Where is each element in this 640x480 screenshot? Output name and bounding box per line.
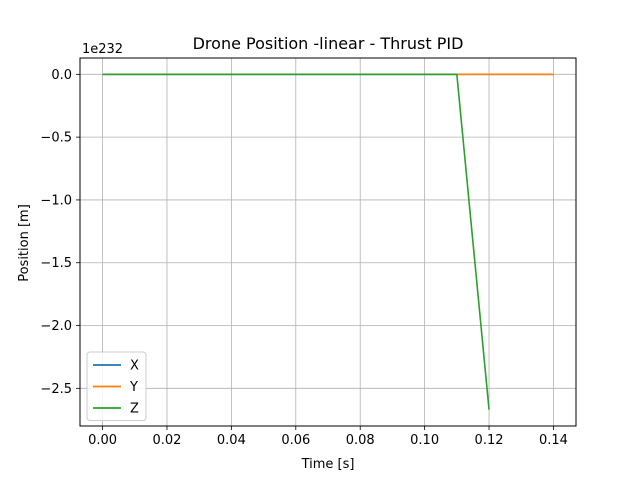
x-tick-label: 0.08: [346, 433, 375, 448]
x-tick-label: 0.10: [410, 433, 439, 448]
plot-frame: [79, 57, 577, 427]
x-tick-label: 0.02: [152, 433, 181, 448]
y-tick-label: 0.0: [51, 68, 72, 83]
y-axis-label: Position [m]: [17, 204, 32, 282]
y-axis-offset-text: 1e232: [82, 42, 123, 57]
legend: XYZ: [86, 351, 147, 421]
tick-layer: 0.00 0.02 0.04 0.06 0.08 0.10 0.12 0.14 0.0 −0.5 −…: [40, 68, 568, 448]
legend-label: Y: [129, 380, 138, 395]
y-tick-label: −1.0: [40, 193, 72, 208]
x-axis-label: Time [s]: [301, 457, 355, 472]
series-layer: [102, 73, 554, 410]
legend-label: X: [130, 359, 139, 374]
x-tick-label: 0.14: [539, 433, 568, 448]
y-tick-label: −1.5: [40, 256, 72, 271]
series-line-z: [102, 73, 490, 410]
y-tick-label: −2.0: [40, 319, 72, 334]
x-tick-label: 0.04: [217, 433, 246, 448]
y-tick-label: −0.5: [40, 131, 72, 146]
y-tick-label: −2.5: [40, 382, 72, 397]
legend-label: Z: [130, 402, 139, 417]
x-tick-label: 0.06: [281, 433, 310, 448]
chart-title: Drone Position -linear - Thrust PID: [193, 34, 464, 53]
x-tick-label: 0.00: [88, 433, 117, 448]
x-tick-label: 0.12: [475, 433, 504, 448]
